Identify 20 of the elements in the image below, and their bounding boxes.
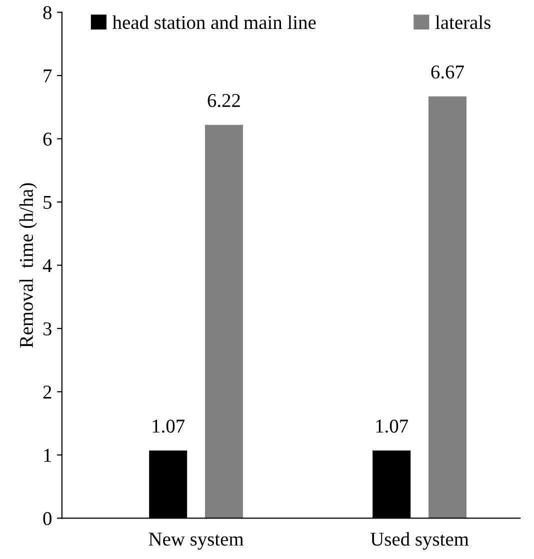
x-tick-label: Used system [370, 532, 469, 550]
y-tick-label: 4 [42, 259, 52, 272]
legend-label: laterals [435, 15, 490, 30]
y-tick-label: 8 [43, 6, 52, 20]
data-label: 1.07 [376, 420, 408, 433]
data-label: 6.22 [208, 94, 240, 108]
data-label: 1.07 [152, 420, 185, 433]
y-tick-label: 3 [43, 322, 52, 336]
data-label: 6.67 [431, 65, 464, 79]
y-tick-label: 6 [43, 132, 52, 146]
y-tick-label: 1 [44, 448, 52, 462]
y-axis-title: Removal time (h/ha) [19, 183, 37, 348]
y-tick-label: 7 [44, 70, 52, 82]
bar [428, 96, 466, 518]
y-tick-label: 0 [43, 512, 52, 526]
bar [204, 124, 243, 518]
legend-label: head station and main line [112, 15, 316, 30]
y-tick-label: 5 [44, 196, 52, 209]
y-tick-label: 2 [43, 386, 52, 398]
x-tick-label: New system [148, 532, 244, 550]
